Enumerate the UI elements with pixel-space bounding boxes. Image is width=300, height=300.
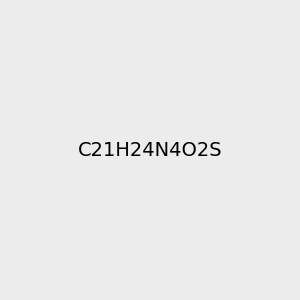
Text: C21H24N4O2S: C21H24N4O2S [78,140,222,160]
